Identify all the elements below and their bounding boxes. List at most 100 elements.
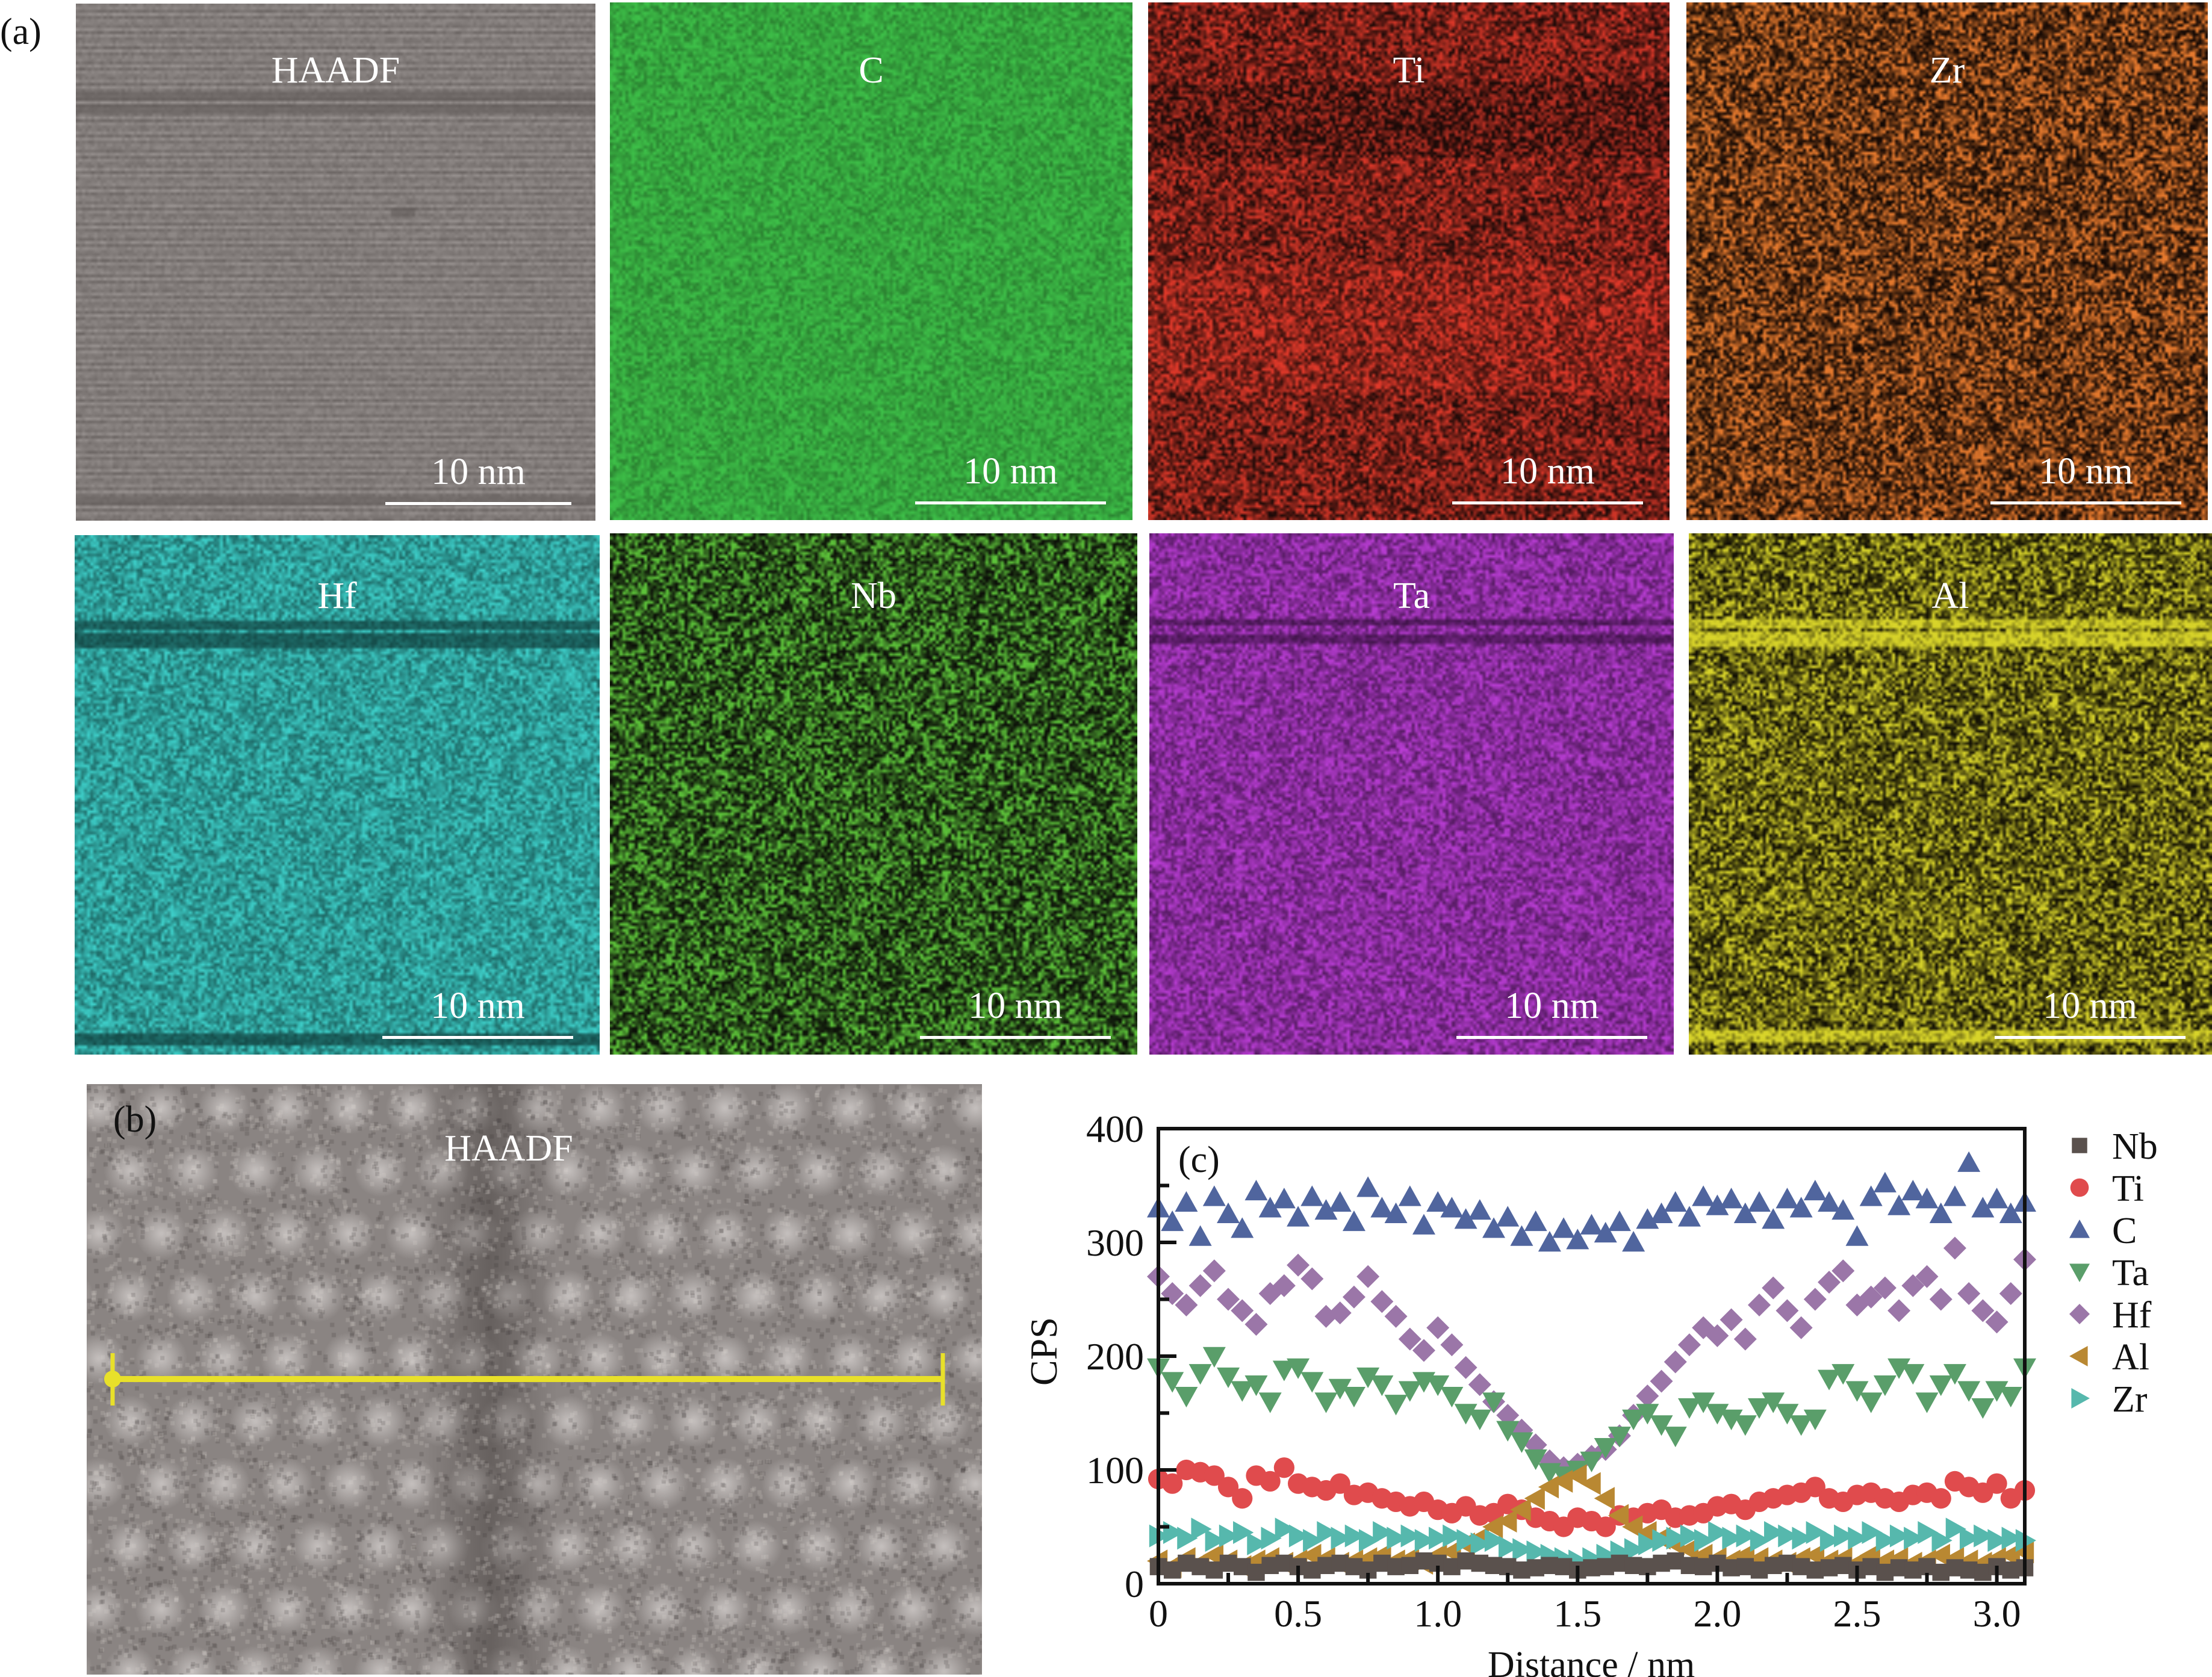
x-tick-label: 1.5 — [1553, 1592, 1602, 1635]
panel-b-label: (b) — [113, 1099, 157, 1140]
data-point-zr — [1414, 1529, 1435, 1552]
data-point-zr — [1526, 1540, 1547, 1564]
data-point-zr — [1428, 1527, 1450, 1550]
data-point-ta — [1398, 1381, 1421, 1402]
data-point-hf — [1188, 1274, 1212, 1297]
haadf-b-title: HAADF — [444, 1128, 573, 1169]
data-point-hf — [1342, 1285, 1365, 1309]
data-point-c — [1845, 1225, 1869, 1246]
data-point-zr — [1974, 1524, 1995, 1548]
legend-marker — [2069, 1346, 2088, 1366]
legend-item-nb: Nb — [2072, 1126, 2158, 1167]
data-point-zr — [1373, 1520, 1394, 1544]
legend-marker — [2069, 1263, 2090, 1282]
data-point-zr — [1219, 1524, 1240, 1548]
data-point-hf — [1803, 1288, 1827, 1311]
line-scan-path[interactable] — [87, 1084, 982, 1675]
scale-bar — [385, 502, 571, 505]
data-point-ta — [1971, 1398, 1995, 1419]
data-point-hf — [1971, 1299, 1995, 1322]
data-point-zr — [1512, 1538, 1533, 1561]
data-point-ta — [1314, 1392, 1338, 1413]
data-point-ta — [1272, 1360, 1296, 1381]
data-point-c — [1202, 1185, 1226, 1206]
data-point-ta — [1175, 1386, 1198, 1408]
line-scan-start-handle[interactable] — [104, 1371, 121, 1387]
data-point-c — [1776, 1188, 1799, 1209]
data-point-ta — [1999, 1386, 2022, 1408]
data-point-zr — [1499, 1536, 1520, 1559]
data-point-c — [1748, 1191, 1771, 1212]
data-point-ti — [1162, 1473, 1183, 1494]
data-point-ta — [1706, 1404, 1729, 1425]
data-point-c — [1706, 1194, 1729, 1215]
legend-label: Nb — [2112, 1126, 2158, 1167]
data-point-c — [1370, 1197, 1394, 1218]
map-title: Zr — [1929, 50, 1965, 91]
data-point-ta — [1677, 1398, 1701, 1419]
data-point-al — [1580, 1472, 1601, 1495]
map-panel-zr: Zr 10 nm — [1686, 2, 2208, 520]
series-ti — [1148, 1457, 2036, 1537]
x-tick-label: 1.0 — [1414, 1592, 1462, 1635]
data-point-hf — [1818, 1271, 1841, 1294]
data-point-zr — [1233, 1520, 1254, 1544]
data-point-hf — [1748, 1293, 1771, 1316]
data-point-c — [1733, 1202, 1757, 1223]
legend-item-zr: Zr — [2071, 1379, 2148, 1420]
data-point-c — [1161, 1210, 1184, 1232]
data-point-zr — [1875, 1529, 1897, 1552]
data-point-zr — [1931, 1529, 1953, 1552]
data-point-ta — [1636, 1404, 1659, 1425]
data-point-zr — [1247, 1532, 1268, 1555]
data-point-c — [1664, 1191, 1687, 1212]
data-point-c — [1426, 1191, 1450, 1212]
legend-item-hf: Hf — [2069, 1295, 2152, 1336]
data-point-zr — [1443, 1524, 1464, 1548]
scale-bar — [1995, 1036, 2186, 1039]
data-point-ta — [1300, 1372, 1324, 1393]
data-point-al — [1496, 1510, 1517, 1533]
scale-bar — [1452, 501, 1643, 504]
data-point-zr — [1862, 1520, 1883, 1544]
legend-item-ti: Ti — [2070, 1168, 2144, 1209]
data-point-ta — [1454, 1404, 1477, 1425]
data-point-hf — [1328, 1301, 1352, 1325]
legend-label: Zr — [2112, 1379, 2148, 1420]
data-point-hf — [1426, 1316, 1450, 1339]
map-title: Ti — [1393, 50, 1425, 91]
legend-marker — [2070, 1178, 2089, 1197]
data-point-ta — [1328, 1378, 1352, 1400]
data-point-ti — [1273, 1457, 1294, 1478]
data-point-zr — [1945, 1517, 1966, 1541]
data-point-ta — [1733, 1415, 1757, 1436]
data-point-hf — [1929, 1288, 1953, 1311]
data-point-hf — [1943, 1236, 1966, 1260]
data-point-zr — [1778, 1524, 1799, 1548]
data-point-c — [1175, 1191, 1198, 1212]
data-point-hf — [1957, 1282, 1981, 1306]
data-point-c — [1720, 1188, 1743, 1209]
data-point-c — [1552, 1217, 1576, 1238]
data-point-c — [1300, 1185, 1324, 1206]
data-point-ta — [1202, 1347, 1226, 1368]
data-point-hf — [1244, 1313, 1268, 1336]
data-point-zr — [1456, 1529, 1477, 1552]
data-point-hf — [1873, 1276, 1897, 1300]
scale-bar — [382, 1036, 573, 1039]
data-point-ti — [1329, 1473, 1350, 1494]
data-point-al — [1566, 1464, 1587, 1487]
data-point-ti — [1204, 1465, 1225, 1486]
data-point-c — [1524, 1210, 1547, 1232]
data-point-c — [1412, 1214, 1435, 1235]
data-point-ta — [1287, 1358, 1310, 1379]
data-point-hf — [1789, 1316, 1813, 1339]
data-point-c — [1314, 1199, 1338, 1220]
map-panel-ta: Ta 10 nm — [1149, 533, 1674, 1055]
data-point-hf — [1999, 1282, 2022, 1306]
data-point-hf — [1706, 1324, 1729, 1347]
legend-item-c: C — [2069, 1210, 2137, 1251]
data-point-ta — [1440, 1386, 1464, 1408]
data-point-c — [1971, 1197, 1995, 1218]
